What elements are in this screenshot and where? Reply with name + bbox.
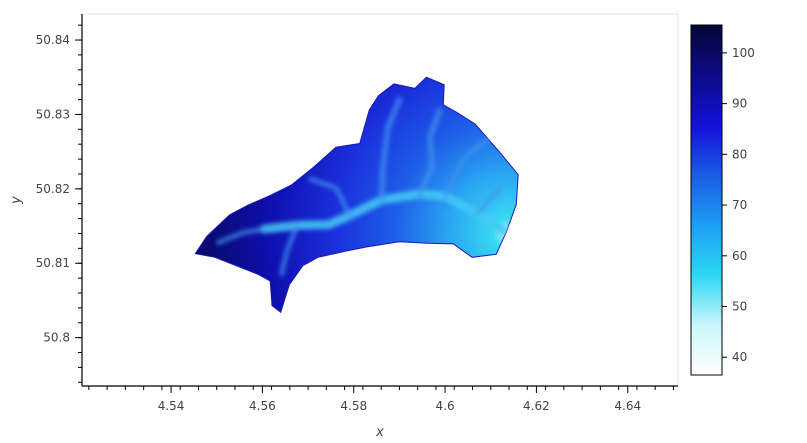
x-tick-label: 4.6 <box>436 399 455 413</box>
drainage-channel <box>442 136 491 199</box>
colorbar-tick-label: 80 <box>732 147 747 161</box>
drainage-channel <box>475 184 504 216</box>
colorbar-tick-label: 60 <box>732 249 747 263</box>
x-axis: 4.54 4.56 4.58 4.6 4.62 4.64 x <box>82 385 678 440</box>
x-axis-label: x <box>375 425 384 440</box>
drainage-channel <box>308 176 353 219</box>
colorbar-tick-label: 90 <box>732 97 747 111</box>
x-tick-label: 4.54 <box>158 399 185 413</box>
x-tick-label: 4.64 <box>614 399 641 413</box>
drainage-channel <box>378 96 403 203</box>
y-tick-label: 50.81 <box>36 256 70 270</box>
x-tick-label: 4.62 <box>523 399 550 413</box>
colorbar-tick-label: 100 <box>732 46 755 60</box>
watershed-basin <box>194 76 519 314</box>
drainage-channel <box>417 107 443 197</box>
colorbar: 40 50 60 70 80 90 100 <box>690 24 755 376</box>
colorbar-tick-label: 70 <box>732 198 747 212</box>
x-tick-label: 4.58 <box>340 399 367 413</box>
y-tick-label: 50.8 <box>43 331 70 345</box>
drainage-channel <box>216 226 267 245</box>
y-tick-label: 50.83 <box>36 107 70 121</box>
drainage-channel <box>279 222 300 277</box>
colorbar-gradient <box>690 24 723 376</box>
y-axis: 50.8 50.81 50.82 50.83 50.84 y <box>9 14 83 386</box>
drainage-channels <box>216 96 513 277</box>
colorbar-tick-label: 40 <box>732 350 747 364</box>
colorbar-tick-label: 50 <box>732 300 747 314</box>
y-axis-label: y <box>9 196 24 205</box>
x-tick-label: 4.56 <box>249 399 276 413</box>
y-tick-label: 50.84 <box>36 33 70 47</box>
y-tick-label: 50.82 <box>36 182 70 196</box>
watershed-raster <box>194 76 519 314</box>
